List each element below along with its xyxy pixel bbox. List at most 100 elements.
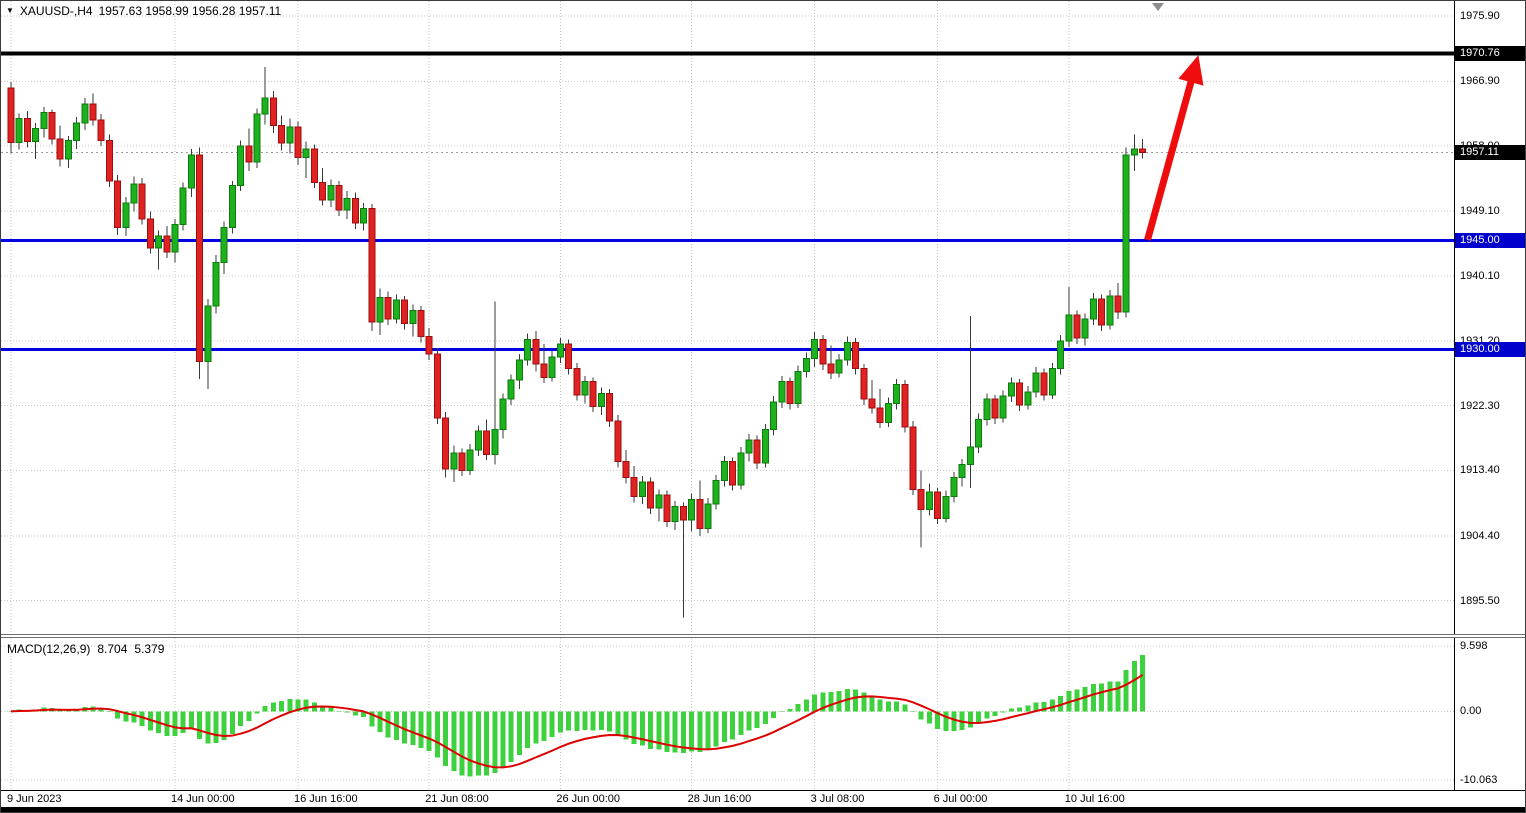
candle bbox=[975, 413, 983, 453]
candle bbox=[40, 106, 48, 138]
candle bbox=[97, 114, 105, 147]
candle bbox=[237, 140, 245, 192]
macd-histogram-bar bbox=[270, 702, 276, 712]
candle bbox=[409, 304, 417, 337]
candle bbox=[638, 476, 646, 504]
candle bbox=[1057, 335, 1065, 375]
macd-histogram-bar bbox=[910, 711, 916, 713]
macd-histogram-bar bbox=[861, 692, 867, 712]
candle bbox=[630, 466, 638, 503]
candle bbox=[581, 375, 589, 404]
candle bbox=[589, 377, 597, 413]
symbol-marker-icon: ▼ bbox=[6, 6, 14, 15]
macd-plot[interactable] bbox=[1, 638, 1454, 790]
candle bbox=[130, 176, 138, 212]
time-label: 3 Jul 08:00 bbox=[810, 793, 865, 805]
candle bbox=[712, 474, 720, 510]
candle bbox=[491, 301, 499, 465]
macd-histogram-bar bbox=[689, 711, 695, 752]
candle bbox=[868, 380, 876, 414]
candle bbox=[15, 113, 23, 150]
macd-histogram-bar bbox=[377, 711, 383, 732]
candle bbox=[811, 332, 819, 368]
macd-histogram-bar bbox=[1008, 708, 1014, 712]
time-axis[interactable]: 9 Jun 2023 14 Jun 00:00 16 Jun 16:00 21 Jun… bbox=[1, 790, 1525, 807]
candle bbox=[663, 490, 671, 528]
chart-shift-marker-icon[interactable] bbox=[1152, 3, 1164, 11]
macd-histogram-bar bbox=[869, 695, 875, 712]
candle bbox=[1065, 287, 1073, 347]
candle bbox=[392, 294, 400, 324]
price-tick-label: 1895.50 bbox=[1460, 594, 1500, 607]
candle bbox=[253, 108, 261, 168]
macd-histogram-bar bbox=[598, 711, 604, 731]
candle bbox=[7, 82, 15, 154]
candle bbox=[122, 196, 130, 237]
price-tick-label: 1966.90 bbox=[1460, 75, 1500, 88]
macd-histogram-bar bbox=[1140, 654, 1146, 712]
candle bbox=[450, 445, 458, 483]
macd-histogram-bar bbox=[525, 711, 531, 748]
main-chart-plot[interactable] bbox=[1, 1, 1454, 634]
panel-separator[interactable] bbox=[1, 634, 1525, 638]
macd-histogram-bar bbox=[705, 711, 711, 751]
macd-axis-label: 0.00 bbox=[1460, 705, 1482, 718]
candle bbox=[442, 412, 450, 478]
macd-axis-label: -10.063 bbox=[1460, 774, 1498, 786]
candle bbox=[753, 435, 761, 469]
candle bbox=[187, 148, 195, 197]
macd-histogram-bar bbox=[615, 711, 621, 736]
macd-histogram-bar bbox=[590, 711, 596, 731]
macd-histogram-bar bbox=[352, 711, 358, 716]
macd-histogram-bar bbox=[65, 710, 71, 712]
macd-histogram-bar bbox=[951, 711, 957, 732]
macd-histogram-bar bbox=[336, 710, 342, 712]
price-tick-label: 1949.10 bbox=[1460, 204, 1500, 217]
macd-histogram-bar bbox=[287, 698, 293, 712]
candle bbox=[89, 93, 97, 126]
candle bbox=[1073, 310, 1081, 344]
macd-histogram-bar bbox=[1099, 683, 1105, 712]
macd-panel[interactable]: MACD(12,26,9) 8.704 5.379 bbox=[1, 638, 1454, 790]
candle bbox=[770, 396, 778, 436]
macd-histogram-bar bbox=[459, 711, 465, 776]
macd-label: MACD(12,26,9) 8.704 5.379 bbox=[7, 642, 164, 656]
candle bbox=[515, 354, 523, 389]
candle bbox=[991, 394, 999, 424]
candle bbox=[860, 364, 868, 405]
candle bbox=[319, 167, 327, 206]
candle bbox=[335, 180, 343, 216]
candle bbox=[499, 393, 507, 439]
candle bbox=[1081, 313, 1089, 346]
macd-histogram-bar bbox=[410, 711, 416, 746]
candle bbox=[81, 98, 89, 131]
macd-histogram-bar bbox=[320, 705, 326, 712]
macd-histogram-bar bbox=[500, 711, 506, 768]
macd-histogram-bar bbox=[992, 711, 998, 717]
candle bbox=[802, 352, 810, 378]
macd-histogram-bar bbox=[229, 711, 235, 734]
macd-histogram-bar bbox=[369, 711, 375, 727]
macd-histogram-bar bbox=[262, 706, 268, 712]
candle bbox=[204, 298, 212, 389]
candle bbox=[146, 211, 154, 254]
macd-histogram-bar bbox=[976, 711, 982, 724]
candle bbox=[901, 380, 909, 433]
candle bbox=[696, 480, 704, 536]
candle bbox=[417, 306, 425, 343]
macd-histogram-bar bbox=[680, 711, 686, 753]
macd-histogram-bar bbox=[443, 711, 449, 766]
macd-histogram-bar bbox=[853, 689, 859, 712]
candle bbox=[1106, 290, 1114, 330]
candle bbox=[105, 134, 113, 187]
macd-histogram-bar bbox=[1000, 711, 1006, 713]
candle bbox=[220, 221, 228, 275]
macd-histogram-bar bbox=[254, 711, 260, 714]
candle bbox=[958, 458, 966, 487]
macd-histogram-bar bbox=[943, 711, 949, 732]
macd-histogram-bar bbox=[516, 711, 522, 756]
price-badge: 1945.00 bbox=[1455, 233, 1525, 249]
macd-axis[interactable]: 9.598 0.00 -10.063 bbox=[1455, 638, 1525, 790]
trend-arrow[interactable] bbox=[1144, 55, 1204, 241]
price-tick-label: 1904.40 bbox=[1460, 529, 1500, 542]
